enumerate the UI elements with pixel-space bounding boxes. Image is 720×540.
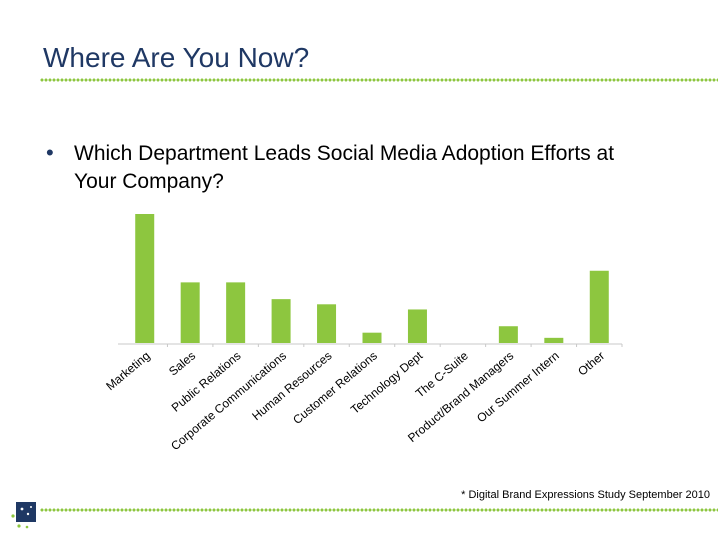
source-footnote: * Digital Brand Expressions Study Septem…: [461, 489, 710, 501]
bar-product-brand-managers: [498, 326, 518, 343]
title-divider: [40, 78, 718, 82]
x-tick-label: Customer Relations: [290, 349, 380, 427]
bar-sales: [180, 282, 200, 343]
bar-our-summer-intern: [544, 337, 564, 343]
bullet-icon: •: [46, 140, 54, 165]
bar-other: [589, 270, 609, 343]
x-tick-label: Human Resources: [249, 349, 334, 424]
bar-human-resources: [317, 304, 337, 343]
bar-public-relations: [226, 282, 246, 343]
company-logo-icon: [11, 502, 36, 529]
bar-corporate-communications: [271, 299, 291, 343]
bar-marketing: [135, 214, 155, 343]
bar-technology-dept: [407, 309, 427, 343]
footer-divider: [40, 508, 718, 512]
x-tick-label: Other: [575, 349, 607, 379]
question-text: Which Department Leads Social Media Adop…: [74, 142, 615, 193]
page-title: Where Are You Now?: [43, 42, 310, 73]
bar-customer-relations: [362, 332, 382, 343]
x-tick-label: Our Summer Intern: [474, 349, 562, 426]
x-tick-label: Sales: [166, 349, 198, 379]
x-tick-label: Marketing: [103, 349, 152, 394]
